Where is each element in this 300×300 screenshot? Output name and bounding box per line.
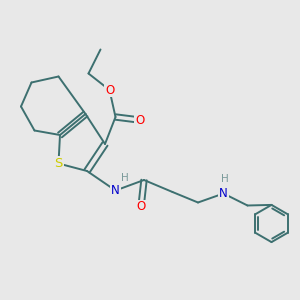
Text: H: H xyxy=(121,173,128,183)
Text: O: O xyxy=(135,113,144,127)
Text: O: O xyxy=(105,83,114,97)
Text: N: N xyxy=(219,187,228,200)
Text: O: O xyxy=(136,200,146,214)
Text: N: N xyxy=(111,184,120,197)
Text: S: S xyxy=(54,157,63,170)
Text: H: H xyxy=(221,174,229,184)
